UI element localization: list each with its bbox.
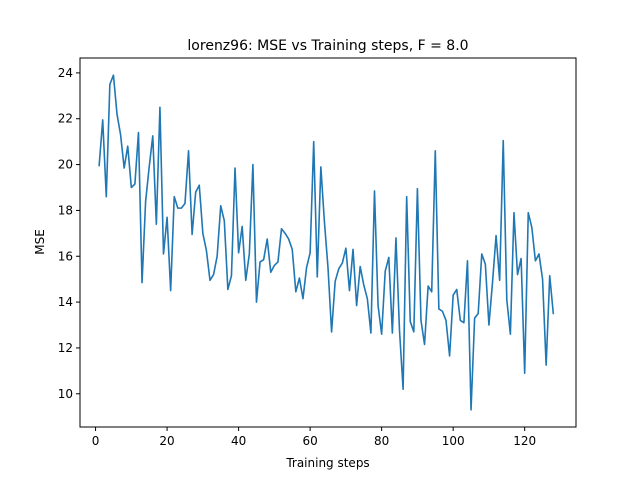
plot-frame	[79, 57, 577, 428]
y-tick-label: 20	[58, 158, 73, 172]
y-tick-label: 22	[58, 112, 73, 126]
y-axis-label: MSE	[33, 229, 47, 255]
x-tick-label: 60	[302, 434, 317, 448]
y-tick-label: 24	[58, 66, 73, 80]
x-tick-label: 40	[231, 434, 246, 448]
y-tick-label: 12	[58, 341, 73, 355]
x-axis-label: Training steps	[285, 456, 369, 470]
tick-layer: 0 20 40 60 80 100 120 10 12 14 16 18 20 22 24	[58, 66, 536, 448]
series-line-0	[98, 74, 555, 411]
y-tick-label: 10	[58, 387, 73, 401]
x-tick-label: 120	[513, 434, 536, 448]
series-layer	[98, 74, 555, 411]
chart-title: lorenz96: MSE vs Training steps, F = 8.0	[187, 38, 468, 54]
y-tick-label: 18	[58, 203, 73, 217]
y-tick-label: 14	[58, 295, 73, 309]
x-tick-label: 100	[442, 434, 465, 448]
x-tick-label: 80	[374, 434, 389, 448]
x-tick-label: 0	[92, 434, 100, 448]
y-tick-label: 16	[58, 249, 73, 263]
x-tick-label: 20	[159, 434, 174, 448]
